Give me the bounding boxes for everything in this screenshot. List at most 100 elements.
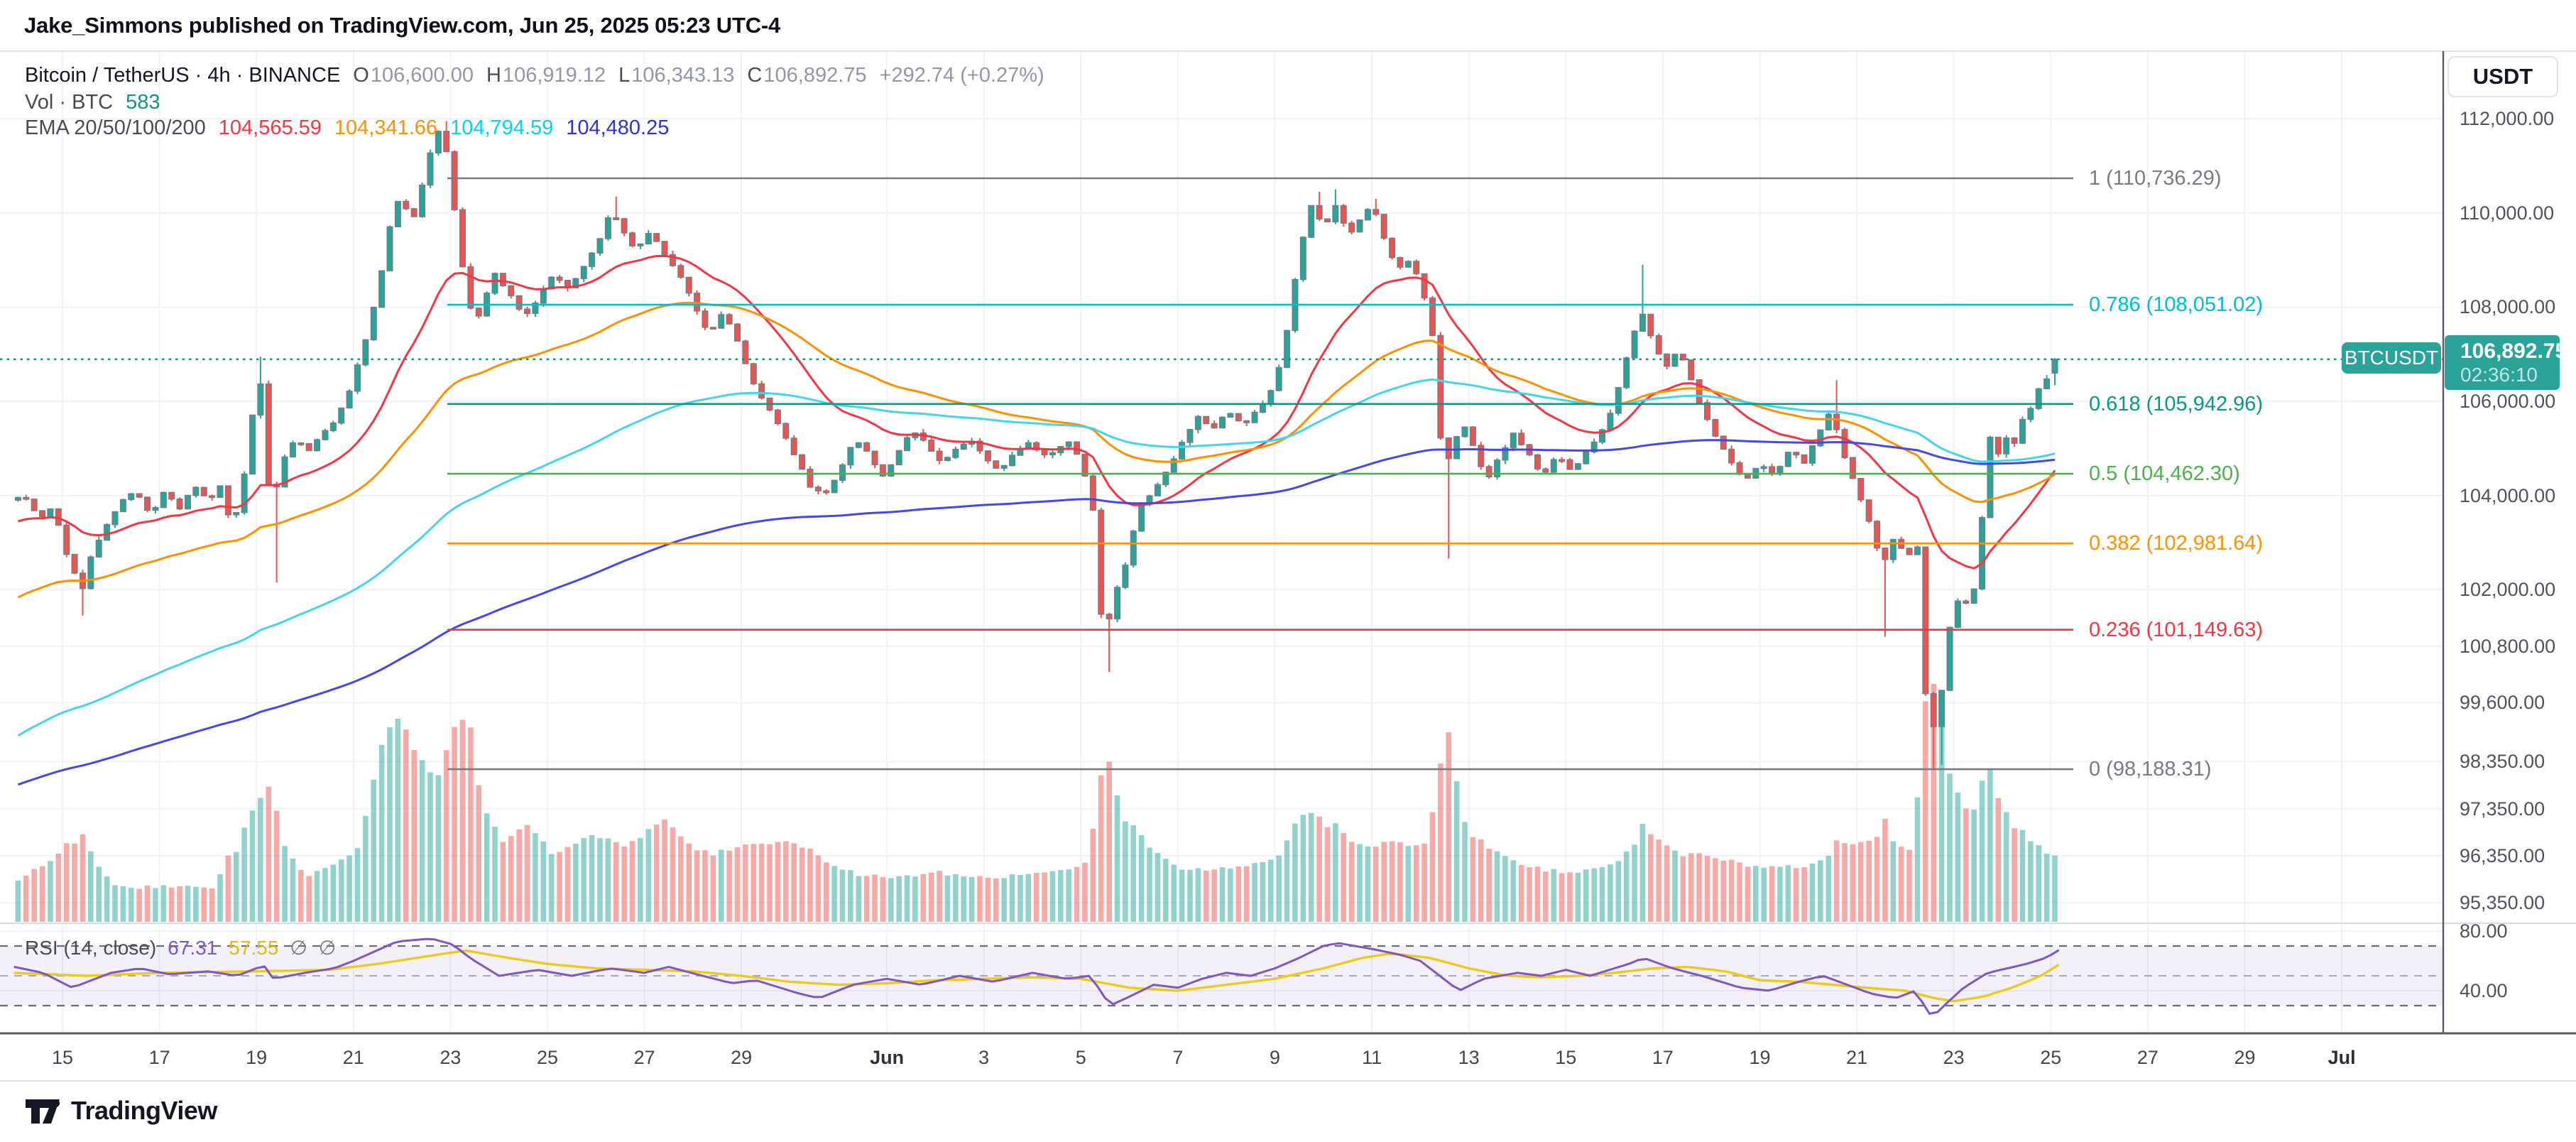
candle-body	[1227, 413, 1234, 418]
currency-badge[interactable]: USDT	[2447, 56, 2558, 97]
candle-body	[1987, 436, 1994, 518]
volume-bar	[1818, 860, 1823, 922]
volume-legend-row[interactable]: Vol · BTC 583	[25, 91, 160, 114]
volume-bar	[322, 868, 328, 922]
candle-body	[677, 265, 684, 278]
volume-bar	[1971, 809, 1977, 922]
candle-body	[39, 510, 46, 518]
candle-body	[508, 285, 515, 297]
volume-bar	[2043, 854, 2050, 922]
open-value: 106,600.00	[370, 64, 474, 87]
volume-bar	[597, 838, 603, 922]
volume-bar	[1801, 867, 1807, 922]
volume-bar	[993, 878, 999, 922]
candle-body	[451, 151, 458, 211]
rsi-label: RSI (14, close)	[25, 937, 157, 959]
candle-body	[984, 450, 991, 462]
close-label: C	[747, 64, 763, 87]
rsi-legend-row[interactable]: RSI (14, close) 67.31 57.55 ∅ ∅	[25, 936, 336, 959]
candle-body	[265, 383, 272, 485]
candle-body	[782, 423, 790, 439]
time-axis-label: 3	[978, 1047, 990, 1068]
candle-body	[1930, 693, 1937, 727]
volume-bar	[1583, 869, 1589, 922]
volume-bar	[807, 848, 813, 922]
candle-body	[1162, 472, 1169, 486]
volume-bar	[1938, 726, 1945, 922]
volume-bar	[1413, 845, 1419, 922]
time-axis-label: 7	[1172, 1047, 1184, 1068]
volume-bar	[2019, 830, 2026, 922]
volume-bar	[1648, 834, 1654, 922]
candle-body	[1098, 509, 1105, 615]
volume-bar	[185, 886, 191, 922]
candle-body	[241, 473, 248, 513]
candle-body	[839, 464, 846, 481]
volume-bar	[1979, 781, 1985, 922]
ema-legend-row[interactable]: EMA 20/50/100/200 104,565.59 104,341.66 …	[25, 116, 669, 140]
candle-body	[104, 523, 111, 541]
volume-bar	[160, 885, 167, 922]
symbol-legend-row[interactable]: Bitcoin / TetherUS · 4h · BINANCE O106,6…	[25, 64, 1044, 87]
candle-body	[726, 314, 733, 325]
volume-bar	[767, 844, 773, 922]
volume-bar	[1478, 839, 1484, 922]
volume-bar	[1252, 863, 1257, 922]
volume-bar	[968, 876, 975, 922]
candle-body	[1494, 459, 1501, 478]
candle-body	[63, 524, 70, 555]
candle-body	[928, 440, 935, 452]
volume-bar	[1761, 867, 1767, 922]
volume-bar	[168, 887, 175, 922]
volume-bar	[638, 838, 643, 922]
tradingview-logo[interactable]: TradingView	[24, 1094, 217, 1128]
volume-bar	[346, 855, 352, 922]
rsi-empty-value-2: ∅	[318, 937, 337, 959]
candle-body	[1154, 484, 1161, 496]
candle-body	[491, 273, 498, 294]
ema50-line	[17, 301, 2056, 599]
volume-bar	[1955, 793, 1961, 922]
volume-bar	[831, 866, 837, 922]
volume-bar	[266, 786, 272, 922]
volume-bar	[1623, 851, 1630, 922]
volume-bar	[1745, 866, 1751, 922]
time-axis-label: 17	[1652, 1047, 1674, 1068]
candle-body	[589, 252, 596, 267]
fib-level-label: 1 (110,736.29)	[2089, 167, 2222, 190]
candle-body	[224, 485, 231, 516]
candle-body	[1316, 205, 1323, 219]
volume-bar	[613, 842, 619, 922]
volume-bar	[2052, 855, 2058, 922]
candle-body	[709, 327, 716, 330]
volume-bar	[217, 874, 223, 922]
symbol-price-tag: BTCUSDT	[2342, 342, 2441, 374]
candle-body	[233, 511, 240, 516]
price-axis-label: 97,350.00	[2460, 798, 2545, 820]
candle-body	[1574, 463, 1581, 470]
open-label: O	[353, 64, 369, 87]
volume-bar	[564, 847, 571, 922]
volume-bar	[80, 834, 86, 922]
candle-body	[1599, 429, 1606, 443]
volume-bar	[533, 833, 538, 922]
volume-bar	[1074, 866, 1080, 922]
rsi-axis-label: 80.00	[2460, 920, 2508, 942]
candle-body	[1397, 256, 1404, 268]
volume-bar	[1898, 847, 1904, 922]
candle-body	[1671, 354, 1679, 367]
volume-bar	[1009, 874, 1015, 922]
candle-body	[1679, 354, 1686, 361]
candle-body	[580, 266, 587, 279]
volume-bar	[1235, 866, 1242, 922]
volume-bar	[856, 876, 862, 922]
volume-bar	[1123, 821, 1128, 922]
ema200-line	[17, 439, 2056, 786]
rsi-value: 67.31	[168, 937, 218, 959]
price-axis-label: 100,800.00	[2460, 635, 2556, 657]
candle-body	[1607, 413, 1614, 430]
volume-bar	[953, 874, 959, 922]
volume-bar	[1502, 856, 1508, 922]
high-value: 106,919.12	[502, 64, 606, 87]
